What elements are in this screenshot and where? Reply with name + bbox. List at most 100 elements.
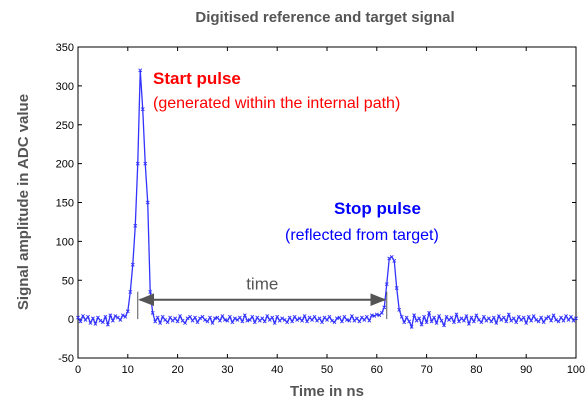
x-tick-label: 70: [420, 364, 432, 376]
signal-data-point: [434, 321, 439, 325]
signal-data-point: [481, 314, 486, 319]
y-tick-label: 200: [56, 159, 74, 171]
x-tick-label: 50: [321, 364, 333, 376]
signal-data-point: [312, 314, 317, 319]
signal-data-point: [215, 315, 220, 320]
x-tick-label: 30: [221, 364, 233, 376]
start-pulse-subtitle: (generated within the internal path): [153, 95, 400, 112]
signal-data-point: [240, 319, 245, 324]
signal-data-point: [464, 314, 469, 318]
signal-data-point: [165, 320, 170, 325]
signal-data-point: [158, 321, 163, 325]
signal-data-point: [120, 313, 125, 318]
signal-data-point: [302, 314, 307, 318]
signal-data-point: [469, 315, 474, 320]
signal-data-point: [247, 317, 252, 322]
signal-data-point: [474, 313, 479, 318]
series-layer: [76, 68, 578, 329]
signal-data-point: [150, 310, 155, 315]
signal-data-point: [399, 314, 404, 319]
signal-data-point: [91, 316, 95, 321]
signal-data-point: [437, 314, 441, 318]
signal-data-point: [292, 314, 297, 319]
signal-data-point: [345, 317, 349, 322]
signal-data-point: [275, 314, 280, 319]
signal-data-point: [486, 316, 491, 321]
signal-data-point: [384, 282, 389, 287]
x-tick-label: 100: [567, 364, 585, 376]
signal-data-point: [160, 314, 165, 319]
signal-data-point: [325, 317, 329, 322]
signal-data-point: [78, 319, 83, 324]
signal-data-point: [230, 320, 235, 325]
y-axis-ticks: -50 0 50 100 150 200 250 300 350: [56, 42, 576, 365]
signal-data-point: [285, 320, 290, 325]
x-tick-label: 20: [171, 364, 183, 376]
signal-data-point: [183, 321, 187, 325]
signal-data-point: [394, 286, 399, 290]
x-tick-label: 10: [122, 364, 134, 376]
signal-data-point: [506, 312, 511, 317]
signal-data-point: [198, 316, 202, 321]
signal-data-point: [153, 319, 158, 324]
signal-data-point: [255, 315, 260, 320]
signal-data-point: [98, 318, 103, 323]
x-tick-label: 60: [371, 364, 383, 376]
signal-data-point: [110, 318, 115, 323]
signal-data-point: [392, 258, 397, 263]
stop-pulse-subtitle: (reflected from target): [285, 227, 439, 244]
signal-data-point: [133, 223, 138, 228]
signal-data-point: [546, 314, 551, 319]
signal-data-point: [514, 320, 519, 325]
signal-data-point: [135, 161, 140, 166]
y-tick-label: 0: [68, 314, 74, 326]
time-label: time: [246, 275, 278, 294]
signal-data-point: [96, 315, 100, 320]
signal-data-point: [347, 318, 352, 323]
signal-data-point: [422, 314, 427, 319]
signal-data-point: [125, 309, 130, 314]
signal-data-point: [218, 318, 222, 323]
signal-data-point: [81, 314, 85, 318]
signal-data-point: [270, 315, 275, 320]
signal-data-point: [496, 314, 501, 318]
signal-data-point: [105, 322, 110, 327]
signal-data-point: [387, 256, 392, 261]
y-tick-label: 350: [56, 42, 74, 54]
signal-data-point: [372, 314, 377, 318]
signal-data-point: [188, 314, 192, 319]
x-tick-label: 40: [271, 364, 283, 376]
signal-data-point: [148, 289, 153, 294]
x-tick-label: 90: [520, 364, 532, 376]
signal-data-point: [566, 317, 571, 322]
x-tick-label: 0: [75, 364, 81, 376]
signal-data-point: [404, 315, 409, 320]
signal-data-point: [454, 312, 459, 317]
signal-data-point: [76, 315, 80, 320]
signal-data-point: [143, 161, 148, 166]
signal-data-point: [317, 316, 322, 321]
signal-data-point: [564, 314, 568, 318]
signal-data-point: [245, 318, 250, 323]
signal-data-point: [123, 314, 128, 319]
signal-data-point: [467, 321, 471, 326]
signal-data-point: [300, 318, 305, 323]
signal-data-point: [561, 318, 566, 323]
start-pulse-title: Start pulse: [153, 69, 241, 88]
signal-data-point: [185, 316, 190, 321]
signal-data-point: [193, 315, 197, 320]
signal-data-point: [569, 314, 573, 319]
signal-data-point: [536, 319, 541, 324]
signal-data-point: [551, 313, 556, 318]
signal-data-point: [449, 315, 454, 320]
signal-data-point: [501, 315, 506, 320]
signal-data-point: [118, 317, 123, 322]
signal-data-point: [155, 315, 160, 320]
signal-data-point: [93, 321, 98, 326]
signal-data-point: [574, 316, 578, 321]
signal-data-point: [330, 318, 334, 323]
signal-data-point: [556, 319, 561, 324]
y-axis-label: Signal amplitude in ADC value: [15, 94, 32, 310]
signal-data-point: [367, 318, 372, 323]
signal-data-point: [457, 319, 461, 324]
